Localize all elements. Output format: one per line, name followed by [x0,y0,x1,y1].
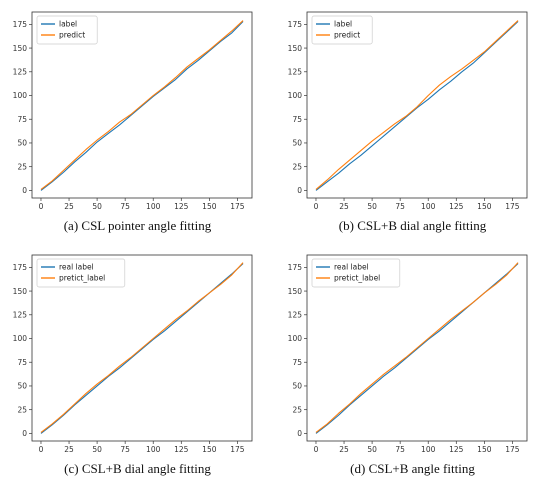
caption-b: (b) CSL+B dial angle fitting [338,218,487,233]
x-tick-label-c-4: 100 [146,445,161,454]
chart-panel-b: 0 25 50 75 100 125 150 175 0 25 50 75 100 125 150 175 la… [275,0,550,242]
y-tick-label-a-3: 75 [17,115,27,124]
legend-label-d-1: pretict_label [334,274,380,283]
x-tick-label-b-3: 75 [395,202,405,211]
x-tick-label-a-4: 100 [146,202,161,211]
y-tick-label-d-7: 175 [288,263,303,272]
y-tick-label-c-4: 100 [13,334,28,343]
y-tick-label-d-2: 50 [292,382,302,391]
chart-b: 0 25 50 75 100 125 150 175 0 25 50 75 100 125 150 175 la… [288,11,528,211]
y-tick-label-c-0: 0 [22,429,27,438]
x-tick-label-a-5: 125 [174,202,189,211]
y-tick-label-b-1: 25 [292,162,302,171]
y-tick-label-c-7: 175 [13,263,28,272]
series-line-d-1 [315,262,519,433]
x-tick-label-a-1: 25 [64,202,74,211]
caption-a: (a) CSL pointer angle fitting [63,218,212,233]
x-tick-label-d-7: 175 [505,445,520,454]
y-tick-label-c-6: 150 [13,287,28,296]
y-tick-label-b-4: 100 [288,91,303,100]
y-tick-label-d-0: 0 [297,429,302,438]
legend-label-c-0: real label [59,263,94,272]
x-tick-label-c-2: 50 [92,445,102,454]
x-tick-label-a-0: 0 [39,202,44,211]
y-tick-label-a-6: 150 [13,44,28,53]
x-tick-label-b-7: 175 [505,202,520,211]
legend-label-b-0: label [334,20,352,29]
y-tick-label-a-5: 125 [13,67,28,76]
legend-label-b-1: predict [334,31,360,40]
y-tick-label-c-1: 25 [17,405,27,414]
y-tick-label-a-1: 25 [17,162,27,171]
legend-label-a-0: label [59,20,77,29]
x-tick-label-c-0: 0 [39,445,44,454]
x-tick-label-a-2: 50 [92,202,102,211]
y-tick-label-d-5: 125 [288,310,303,319]
series-line-b-1 [315,20,519,190]
x-tick-label-d-2: 50 [367,445,377,454]
x-tick-label-d-3: 75 [395,445,405,454]
x-tick-label-d-1: 25 [339,445,349,454]
legend-box-c [36,258,126,288]
y-tick-label-a-2: 50 [17,139,27,148]
chart-panel-a: 0 25 50 75 100 125 150 175 0 25 50 75 100 125 150 175 la… [0,0,275,242]
chart-c: 0 25 50 75 100 125 150 175 0 25 50 75 100 125 150 175 re… [13,254,253,454]
legend-box-a [36,15,98,45]
x-tick-label-a-3: 75 [120,202,130,211]
chart-d: 0 25 50 75 100 125 150 175 0 25 50 75 100 125 150 175 re… [288,254,528,454]
x-tick-label-a-7: 175 [230,202,245,211]
y-tick-label-c-5: 125 [13,310,28,319]
x-tick-label-b-0: 0 [314,202,319,211]
y-tick-label-c-2: 50 [17,382,27,391]
caption-c: (c) CSL+B dial angle fitting [64,461,211,476]
y-tick-label-b-5: 125 [288,67,303,76]
legend-label-a-1: predict [59,31,85,40]
series-line-b-0 [315,21,519,191]
x-tick-label-b-2: 50 [367,202,377,211]
x-tick-label-c-7: 175 [230,445,245,454]
x-tick-label-a-6: 150 [202,202,217,211]
y-tick-label-d-3: 75 [292,358,302,367]
x-tick-label-d-6: 150 [477,445,492,454]
series-line-c-1 [40,262,244,433]
y-tick-label-b-2: 50 [292,139,302,148]
legend-label-c-1: pretict_label [59,274,105,283]
x-tick-label-b-1: 25 [339,202,349,211]
x-tick-label-c-6: 150 [202,445,217,454]
y-tick-label-a-4: 100 [13,91,28,100]
x-tick-label-b-6: 150 [477,202,492,211]
x-tick-label-b-4: 100 [421,202,436,211]
y-tick-label-b-7: 175 [288,20,303,29]
x-tick-label-d-0: 0 [314,445,319,454]
series-line-a-1 [40,20,244,190]
y-tick-label-d-4: 100 [288,334,303,343]
y-tick-label-c-3: 75 [17,358,27,367]
chart-panel-c: 0 25 50 75 100 125 150 175 0 25 50 75 100 125 150 175 re… [0,243,275,485]
legend-label-d-0: real label [334,263,369,272]
legend-box-d [311,258,401,288]
x-tick-label-c-5: 125 [174,445,189,454]
y-tick-label-a-7: 175 [13,20,28,29]
y-tick-label-d-6: 150 [288,287,303,296]
x-tick-label-b-5: 125 [449,202,464,211]
x-tick-label-d-4: 100 [421,445,436,454]
caption-d: (d) CSL+B angle fitting [350,461,475,476]
x-tick-label-c-3: 75 [120,445,130,454]
x-tick-label-d-5: 125 [449,445,464,454]
y-tick-label-b-6: 150 [288,44,303,53]
legend-box-b [311,15,373,45]
chart-panel-d: 0 25 50 75 100 125 150 175 0 25 50 75 100 125 150 175 re… [275,243,550,485]
x-tick-label-c-1: 25 [64,445,74,454]
y-tick-label-a-0: 0 [22,186,27,195]
series-line-a-0 [40,21,244,191]
chart-a: 0 25 50 75 100 125 150 175 0 25 50 75 100 125 150 175 la… [13,11,253,211]
y-tick-label-b-0: 0 [297,186,302,195]
y-tick-label-b-3: 75 [292,115,302,124]
y-tick-label-d-1: 25 [292,405,302,414]
